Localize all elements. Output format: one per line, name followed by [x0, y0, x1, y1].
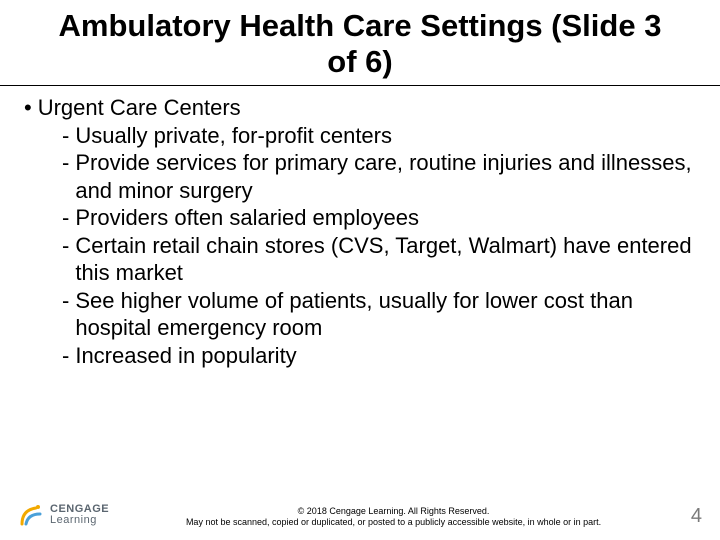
bullet-item: • Urgent Care Centers: [24, 94, 696, 122]
sub-bullet-item: - Providers often salaried employees: [24, 204, 696, 232]
sub-bullet-item: - Certain retail chain stores (CVS, Targ…: [24, 232, 696, 287]
title-rule: [0, 85, 720, 86]
footer: CENGAGE Learning © 2018 Cengage Learning…: [0, 502, 720, 528]
publisher-logo: CENGAGE Learning: [18, 502, 109, 528]
sub-bullet-text: Provide services for primary care, routi…: [75, 149, 696, 204]
sub-bullet-item: - Increased in popularity: [24, 342, 696, 370]
sub-bullet-item: - Provide services for primary care, rou…: [24, 149, 696, 204]
logo-subbrand: Learning: [50, 515, 109, 526]
sub-bullet-text: Providers often salaried employees: [75, 204, 419, 232]
sub-bullet-marker: -: [62, 122, 75, 150]
bullet-marker: •: [24, 94, 38, 122]
bullet-label: Urgent Care Centers: [38, 94, 241, 122]
sub-bullet-text: Usually private, for-profit centers: [75, 122, 392, 150]
sub-bullet-item: - See higher volume of patients, usually…: [24, 287, 696, 342]
logo-mark-icon: [18, 502, 44, 528]
sub-bullet-text: See higher volume of patients, usually f…: [75, 287, 696, 342]
sub-bullet-text: Certain retail chain stores (CVS, Target…: [75, 232, 696, 287]
sub-bullet-marker: -: [62, 149, 75, 177]
slide: Ambulatory Health Care Settings (Slide 3…: [0, 0, 720, 540]
slide-title: Ambulatory Health Care Settings (Slide 3…: [0, 0, 720, 85]
copyright-line-2: May not be scanned, copied or duplicated…: [119, 517, 668, 528]
sub-bullet-marker: -: [62, 232, 75, 260]
page-number: 4: [678, 505, 702, 528]
sub-bullet-marker: -: [62, 204, 75, 232]
logo-text: CENGAGE Learning: [50, 504, 109, 526]
sub-bullet-item: - Usually private, for-profit centers: [24, 122, 696, 150]
content-area: • Urgent Care Centers - Usually private,…: [0, 94, 720, 369]
sub-bullet-marker: -: [62, 287, 75, 315]
copyright-line-1: © 2018 Cengage Learning. All Rights Rese…: [119, 506, 668, 517]
sub-bullet-marker: -: [62, 342, 75, 370]
sub-bullet-text: Increased in popularity: [75, 342, 296, 370]
copyright-text: © 2018 Cengage Learning. All Rights Rese…: [109, 506, 678, 529]
